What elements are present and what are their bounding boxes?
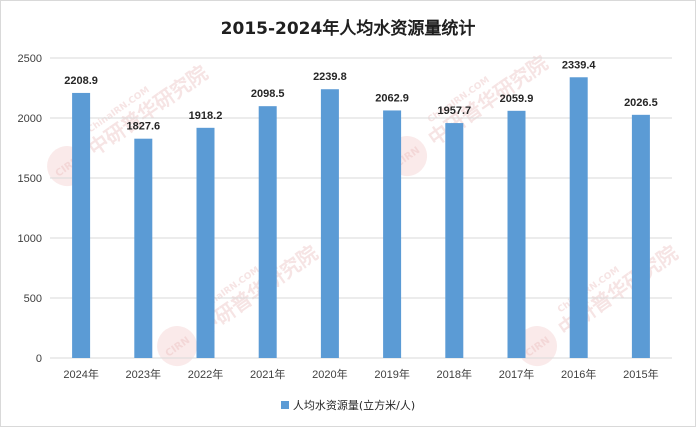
- bar: [196, 127, 215, 358]
- y-tick-label: 0: [36, 353, 42, 365]
- labels-layer: 2208.9 1827.6 1918.2 2098.5 2239.8 2062.9 1957…: [64, 59, 657, 132]
- bar: [320, 89, 339, 358]
- data-label: 2239.8: [313, 71, 347, 83]
- data-label: 2208.9: [64, 75, 98, 87]
- bar: [631, 114, 650, 358]
- bar: [383, 110, 402, 359]
- data-label: 2339.4: [562, 59, 597, 71]
- data-label: 1957.7: [437, 105, 471, 117]
- bars-layer: [72, 77, 650, 359]
- bar: [507, 110, 526, 358]
- data-label: 2098.5: [251, 88, 285, 100]
- y-tick-label: 500: [24, 293, 42, 305]
- x-tick-label: 2017年: [499, 367, 534, 381]
- bar: [445, 123, 464, 359]
- legend: 人均水资源量(立方米/人): [0, 397, 696, 413]
- x-tick-label: 2023年: [126, 367, 161, 381]
- y-tick-label: 2000: [18, 113, 42, 125]
- watermark-logo-circle: [517, 326, 558, 367]
- watermark-logo-circle: [157, 326, 198, 367]
- x-tick-label: 2018年: [437, 367, 472, 381]
- chart-title: 2015-2024年人均水资源量统计: [220, 19, 476, 39]
- x-tick-label: 2021年: [250, 367, 285, 381]
- grid-layer: [50, 57, 672, 359]
- axis-layer: 0 500 1000 1500 2000 2500 2024年 2023年 2022年 2021年…: [18, 53, 659, 381]
- y-tick-label: 1000: [18, 233, 42, 245]
- legend-label: 人均水资源量(立方米/人): [292, 399, 416, 412]
- data-label: 1827.6: [126, 121, 160, 133]
- data-label: 2026.5: [624, 97, 658, 109]
- legend-swatch: [280, 401, 289, 409]
- bar: [134, 138, 153, 358]
- x-tick-label: 2024年: [63, 367, 98, 381]
- data-label: 2062.9: [375, 92, 409, 104]
- data-label: 2059.9: [500, 93, 534, 105]
- x-tick-label: 2022年: [188, 367, 223, 381]
- bar: [569, 77, 588, 358]
- x-tick-label: 2019年: [374, 367, 409, 381]
- data-label: 1918.2: [189, 110, 223, 122]
- bar: [72, 92, 91, 358]
- x-tick-label: 2016年: [561, 367, 596, 381]
- x-tick-label: 2020年: [312, 367, 347, 381]
- bar: [258, 106, 277, 359]
- y-tick-label: 1500: [18, 173, 42, 185]
- x-tick-label: 2015年: [623, 367, 658, 381]
- y-tick-label: 2500: [18, 53, 42, 65]
